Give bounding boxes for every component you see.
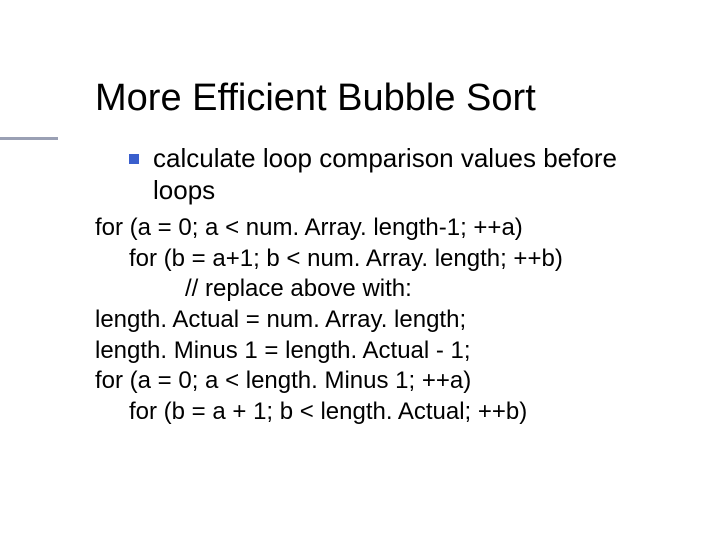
code-line: for (a = 0; a < num. Array. length-1; ++… [95,213,660,244]
bullet-item: calculate loop comparison values before … [129,142,660,207]
code-line: length. Minus 1 = length. Actual - 1; [95,336,660,367]
code-line: for (a = 0; a < length. Minus 1; ++a) [95,366,660,397]
code-line: for (b = a + 1; b < length. Actual; ++b) [95,397,660,428]
code-block: for (a = 0; a < num. Array. length-1; ++… [95,213,660,428]
title-underline [0,137,58,140]
code-line: // replace above with: [95,274,660,305]
code-line: for (b = a+1; b < num. Array. length; ++… [95,244,660,275]
slide-title: More Efficient Bubble Sort [95,78,660,120]
square-bullet-icon [129,154,139,164]
code-line: length. Actual = num. Array. length; [95,305,660,336]
bullet-text: calculate loop comparison values before … [153,142,660,207]
slide: More Efficient Bubble Sort calculate loo… [0,0,720,540]
